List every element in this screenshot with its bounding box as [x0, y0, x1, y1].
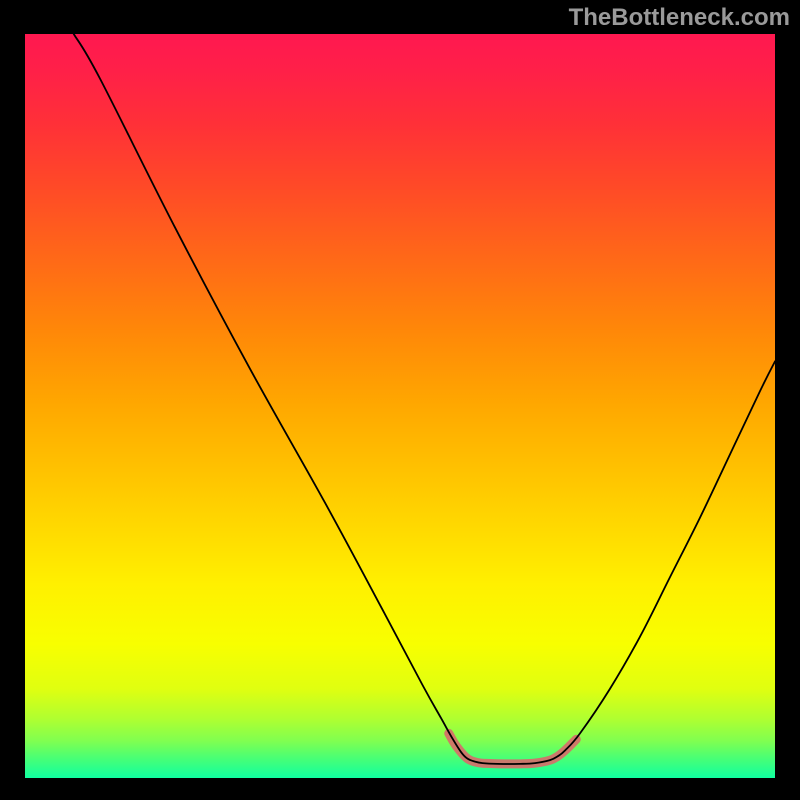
- watermark-text: TheBottleneck.com: [569, 4, 790, 32]
- bottleneck-chart: [25, 34, 775, 778]
- chart-background: [25, 34, 775, 778]
